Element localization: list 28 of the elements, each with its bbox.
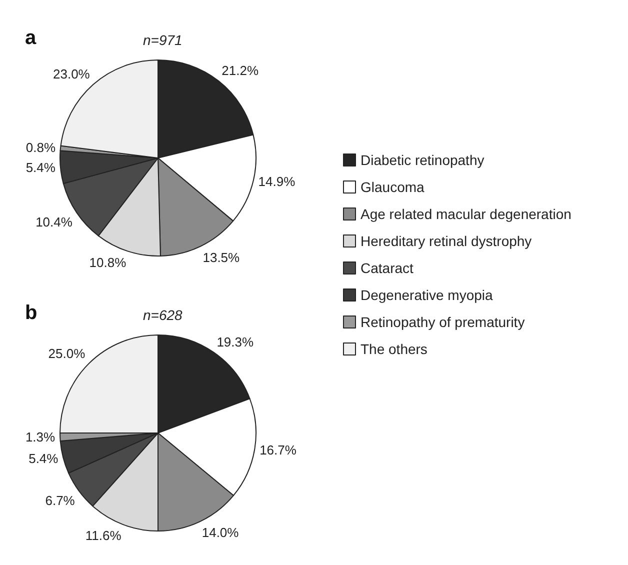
legend-label: Age related macular degeneration — [360, 206, 572, 222]
chart-title: b — [25, 302, 38, 324]
data-label: 21.2% — [222, 63, 259, 78]
data-label: 11.6% — [85, 528, 122, 544]
data-label: 10.4% — [36, 214, 73, 230]
data-label: 5.4% — [28, 451, 59, 466]
legend-label: Degenerative myopia — [360, 287, 494, 303]
data-label: 5.4% — [26, 160, 56, 176]
legend-label: Hereditary retinal dystrophy — [360, 233, 532, 249]
legend-label: Cataract — [360, 260, 414, 276]
data-label: 19.3% — [216, 334, 254, 350]
legend-label: The others — [360, 341, 428, 357]
data-label: 16.7% — [260, 442, 297, 458]
data-label: 0.8% — [26, 140, 56, 156]
legend-label: Retinopathy of prematurity — [360, 314, 525, 330]
chart-subtitle: n=628 — [143, 307, 183, 323]
data-label: 13.5% — [202, 250, 240, 265]
data-label: 14.0% — [202, 525, 240, 540]
chart-subtitle: n=971 — [143, 32, 182, 48]
legend-label: Diabetic retinopathy — [360, 152, 484, 168]
data-label: 10.8% — [89, 254, 127, 270]
data-label: 25.0% — [48, 346, 86, 362]
data-label: 14.9% — [258, 174, 296, 189]
legend-label: Glaucoma — [360, 179, 425, 195]
data-label: 23.0% — [53, 66, 90, 82]
data-label: 6.7% — [45, 492, 76, 508]
chart-title: a — [25, 27, 37, 49]
data-label: 1.3% — [25, 430, 56, 445]
